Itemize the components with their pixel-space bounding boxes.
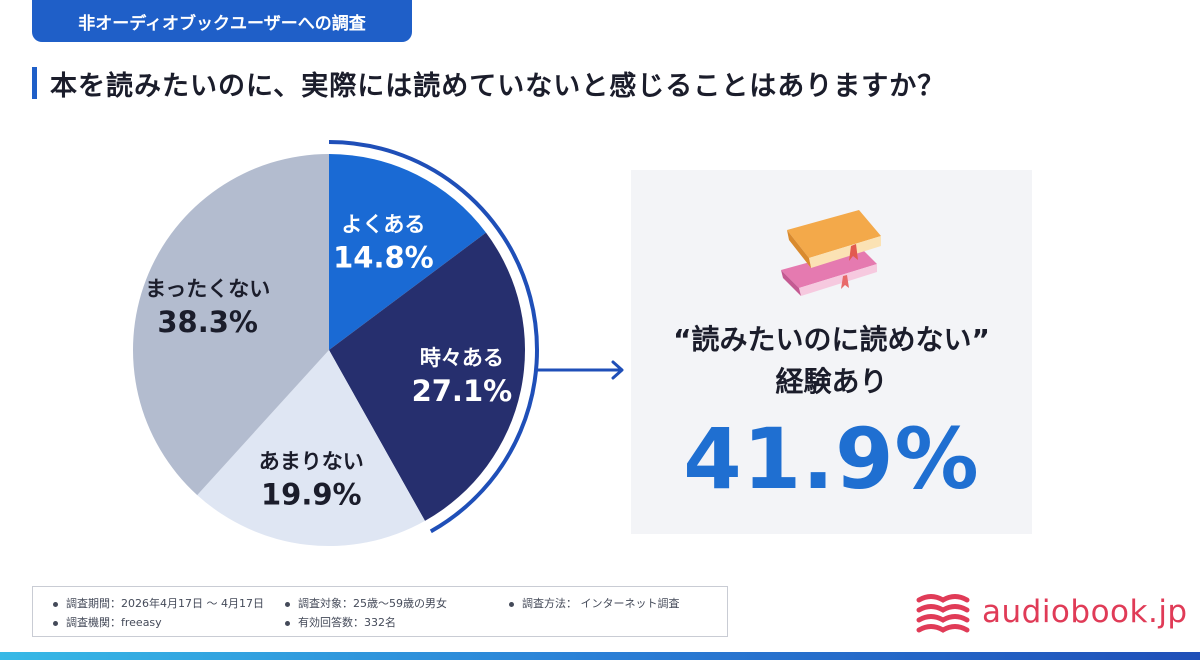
card-percentage: 41.9% — [683, 410, 980, 508]
slice-label-2: 時々ある — [420, 346, 504, 370]
slice-value-4: 38.3% — [157, 305, 258, 339]
slice-label-4: まったくない — [145, 277, 270, 301]
pie-chart: よくある 14.8% 時々ある 27.1% あまりない 19.9% まったくない 38.3% — [132, 140, 624, 546]
footer-method: 調査方法： インターネット調査 — [509, 595, 680, 611]
footer-organization: 調査機関：freeasy — [53, 614, 162, 630]
survey-info-box: 調査期間：2026年4月17日 ～ 4月17日 調査対象：25歳〜59歳の男女 … — [32, 586, 728, 637]
footer-responses: 有効回答数：332名 — [285, 614, 396, 630]
question-accent-bar — [32, 67, 37, 99]
logo-text: audiobook.jp — [982, 594, 1188, 630]
books-icon — [781, 210, 881, 296]
slice-label-1: よくある — [341, 212, 425, 236]
highlight-arc — [328, 140, 539, 534]
audiobook-logo-icon — [916, 594, 970, 633]
slice-value-3: 19.9% — [261, 478, 362, 512]
question-title: 本を読みたいのに、実際には読めていないと感じることはありますか？ — [50, 71, 946, 102]
footer-target: 調査対象：25歳〜59歳の男女 — [285, 595, 447, 611]
card-subheadline: 経験あり — [775, 365, 888, 398]
highlight-arrow-head — [611, 360, 624, 380]
footer-period: 調査期間：2026年4月17日 ～ 4月17日 — [53, 595, 264, 611]
pie-slice-4 — [132, 154, 329, 496]
bottom-gradient-bar — [0, 652, 1200, 660]
audiobook-logo[interactable]: audiobook.jp — [916, 590, 1187, 634]
survey-tag: 非オーディオブックユーザーへの調査 — [32, 0, 412, 42]
pie-slice-2 — [329, 232, 525, 521]
slice-value-2: 27.1% — [412, 374, 513, 408]
pie-slice-3 — [197, 350, 425, 546]
card-headline: “読みたいのに読めない” — [673, 323, 990, 356]
slice-value-1: 14.8% — [333, 240, 434, 274]
highlight-card: “読みたいのに読めない” 経験あり 41.9% — [631, 170, 1032, 534]
slice-label-3: あまりない — [259, 450, 364, 474]
pie-slice-1 — [329, 154, 486, 350]
